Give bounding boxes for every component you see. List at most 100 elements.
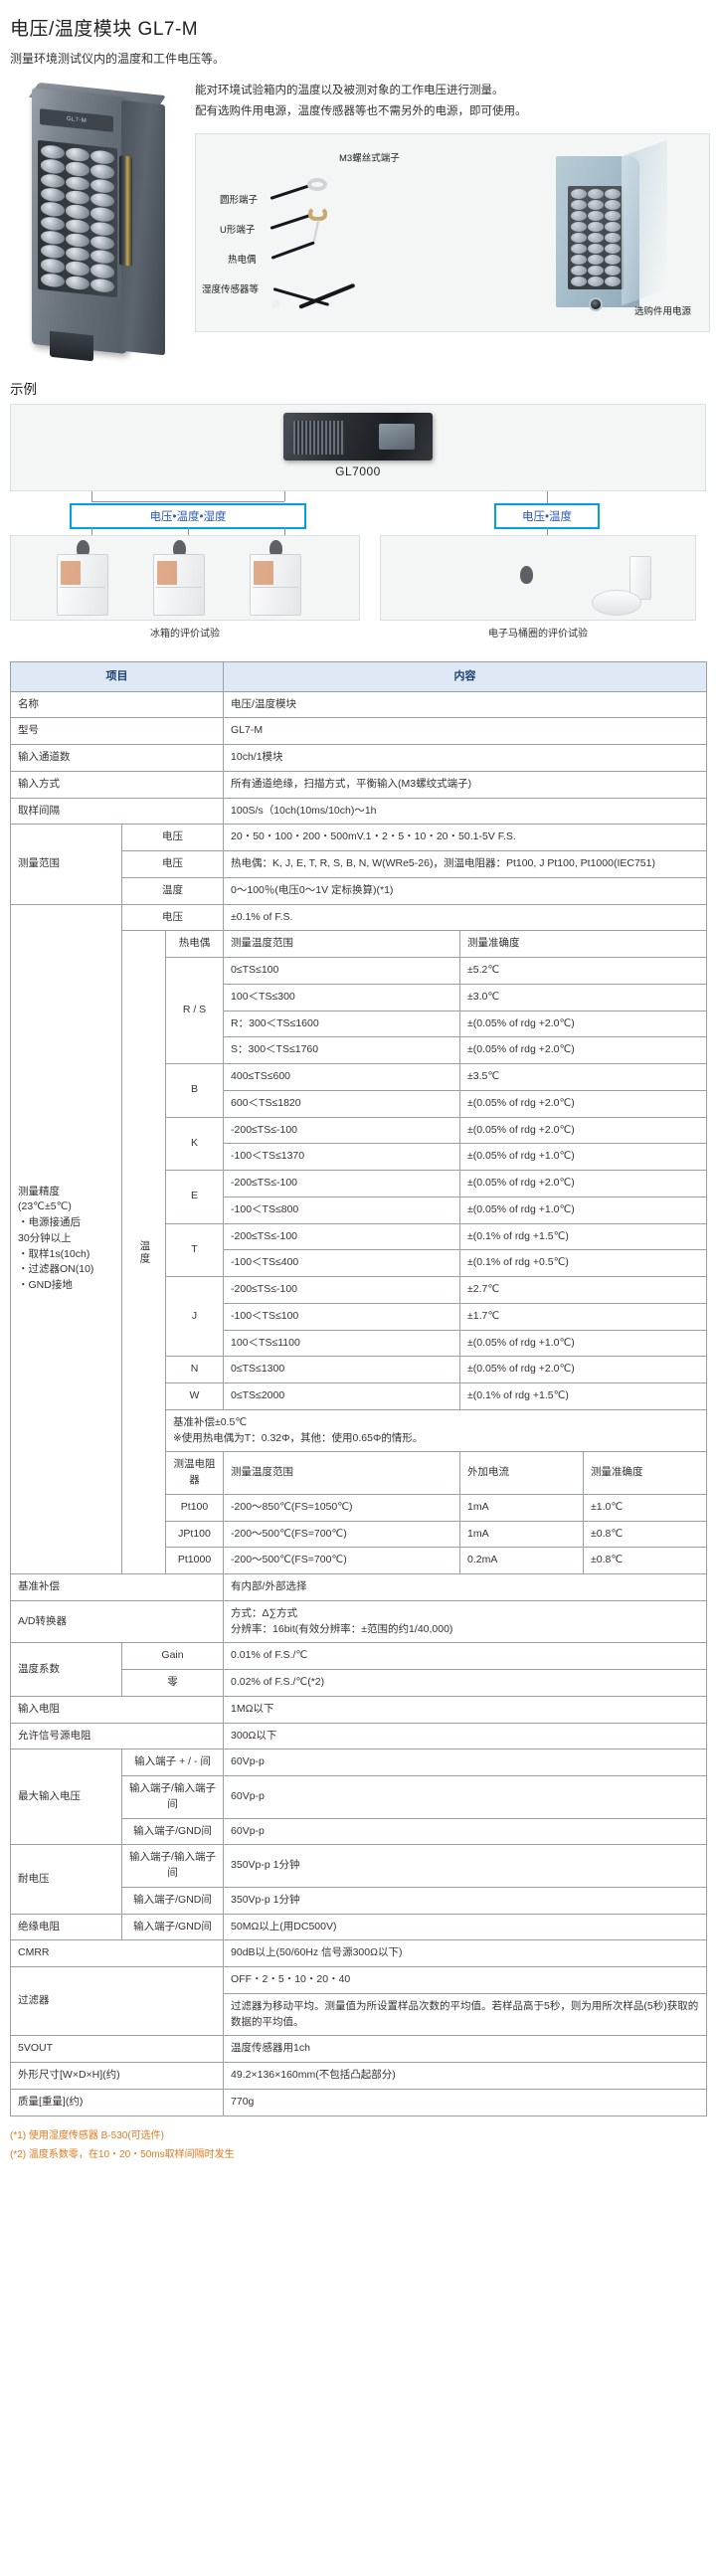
tc-range: -100＜TS≤100 [223, 1302, 461, 1331]
row-label: 输入方式 [9, 770, 225, 799]
row-value: 770g [223, 2088, 708, 2116]
tc-range: -200≤TS≤-100 [223, 1170, 461, 1197]
example-case-refrigerator [10, 535, 360, 621]
connector-line-e [284, 527, 285, 539]
row-label-temp-coeff: 温度系数 [10, 1642, 122, 1697]
gl7000-screen [379, 424, 415, 450]
ring-terminal-lead [269, 183, 311, 200]
table-row: 名称 电压/温度模块 [9, 690, 708, 719]
caption-refrigerator: 冰箱的评价试验 [150, 629, 220, 640]
rtd-acc: ±0.8℃ [583, 1547, 708, 1574]
subrow-label: 电压 [120, 824, 225, 851]
hero-description: 能对环境试验箱内的温度以及被测对象的工作电压进行测量。 配有选购件用电源，温度传… [185, 81, 710, 360]
example-case-toilet-seat [380, 535, 696, 621]
rtd-type: Pt100 [164, 1493, 225, 1522]
page-title: 电压/温度模块 GL7-M [10, 19, 199, 40]
pin-marker-2 [173, 540, 186, 558]
row-label-measuring-range: 测量范围 [10, 824, 122, 905]
module-foot [50, 330, 93, 362]
table-row: -100＜TS≤100 ±1.7℃ [11, 1302, 708, 1331]
table-row: R / S 0≤TS≤100 ±5.2℃ [11, 957, 708, 1064]
table-row: 600＜TS≤1820 ±(0.05% of rdg +2.0℃) [11, 1089, 708, 1118]
rtd-range: -200～500℃(FS=700℃) [223, 1547, 461, 1574]
row-label-filter: 过滤器 [9, 1965, 225, 2037]
table-row: 质量[重量](约) 770g [9, 2088, 708, 2116]
tc-range: 0≤TS≤1300 [223, 1356, 461, 1383]
table-row: -100＜TS≤800 ±(0.05% of rdg +1.0℃) [11, 1196, 708, 1224]
row-label: 5VOUT [9, 2035, 225, 2063]
table-row: 过滤器为移动平均。测量值为所设置样品次数的平均值。若样品高于5秒，则为用所次样品… [11, 1992, 708, 2037]
example-section-title: 示例 [10, 382, 37, 397]
table-row: JPt100 -200～500℃(FS=700℃) 1mA ±0.8℃ [11, 1520, 708, 1549]
subrow-label: 输入端子/输入端子间 [120, 1775, 225, 1819]
subrow-label: 输入端子/GND间 [120, 1886, 225, 1915]
subrow-label: 电压 [120, 850, 225, 878]
subrow-value: 60Vp-p [223, 1748, 708, 1776]
tc-range: S：300＜TS≤1760 [223, 1036, 461, 1064]
pin-marker-1 [77, 540, 90, 558]
table-row: 耐电压 输入端子/输入端子间 350Vp-p 1分钟 [10, 1844, 708, 1915]
row-value: OFF・2・5・10・20・40 [223, 1966, 708, 1994]
module-connector [119, 155, 132, 267]
table-row: 外形尺寸[W×D×H](约) 49.2×136×160mm(不包括凸起部分) [9, 2062, 708, 2090]
table-row: 允许信号源电阻 300Ω以下 [9, 1722, 708, 1750]
connector-line-f [547, 491, 548, 503]
tc-acc: ±(0.05% of rdg +2.0℃) [459, 1010, 708, 1038]
tc-acc: ±(0.1% of rdg +0.5℃) [459, 1249, 708, 1277]
caption-box-right: 电子马桶圈的评价试验 [380, 625, 696, 640]
tc-acc: ±(0.05% of rdg +1.0℃) [459, 1329, 708, 1358]
subrow-value: 20・50・100・200・500mV.1・2・5・10・20・50.1-5V … [223, 824, 708, 851]
rtd-header-accuracy: 测量准确度 [583, 1451, 708, 1495]
temperature-vertical-label: 温度 [121, 930, 166, 1574]
rtd-type: Pt1000 [164, 1547, 225, 1574]
caption-box-left: 冰箱的评价试验 [10, 625, 360, 640]
hero-paragraph-2: 配有选购件用电源，温度传感器等也不需另外的电源，即可使用。 [195, 105, 527, 118]
table-row: 测温电阻器 测量温度范围 外加电流 测量准确度 [11, 1451, 708, 1495]
label-u-terminal: U形端子 [220, 224, 256, 236]
row-label: 质量[重量](约) [9, 2088, 225, 2116]
row-label-accuracy: 测量精度 (23℃±5℃) ・电源接通后 30分钟以上 ・取样1s(10ch) … [10, 903, 122, 1574]
row-value: 10ch/1模块 [223, 744, 708, 772]
row-label: 输入通道数 [9, 744, 225, 772]
thermocouple-wires [312, 219, 320, 242]
subrow-value: 热电偶：K, J, E, T, R, S, B, N, W(WRe5-26)，测… [223, 850, 708, 878]
thermocouple-lead [270, 240, 315, 260]
row-value: 温度传感器用1ch [223, 2035, 708, 2063]
table-row: E -200≤TS≤-100 ±(0.05% of rdg +2.0℃) [11, 1170, 708, 1224]
subrow-value: 350Vp-p 1分钟 [223, 1844, 708, 1888]
subrow-value: 50MΩ以上(用DC500V) [223, 1913, 708, 1941]
rtd-header-type: 测温电阻器 [164, 1451, 225, 1495]
u-terminal-lead [269, 213, 311, 230]
row-value: 49.2×136×160mm(不包括凸起部分) [223, 2062, 708, 2090]
table-row: J -200≤TS≤-100 ±2.7℃ [11, 1275, 708, 1358]
u-terminal-icon [308, 205, 327, 221]
tc-acc: ±3.0℃ [459, 983, 708, 1012]
tc-range: 100＜TS≤300 [223, 983, 461, 1012]
refrigerator-icon-1 [57, 554, 108, 616]
accuracy-line-3: 30分钟以上 [18, 1231, 72, 1244]
row-value: 所有通道绝缘，扫描方式，平衡输入(M3螺纹式端子) [223, 770, 708, 799]
row-value: 有内部/外部选择 [223, 1573, 708, 1601]
illustration-power-jack [589, 296, 603, 311]
connector-line-c [91, 527, 92, 539]
tc-acc: ±(0.05% of rdg +2.0℃) [459, 1356, 708, 1383]
table-row: 输入通道数 10ch/1模块 [9, 744, 708, 772]
page-header: 电压/温度模块 GL7-M 测量环境测试仪内的温度和工件电压等。 [0, 0, 716, 67]
row-label-insulation: 绝缘电阻 [10, 1913, 122, 1941]
module-photo-area: GL7-M [6, 81, 185, 362]
gl7000-unit-image [283, 413, 433, 460]
label-thermocouple: 热电偶 [228, 254, 257, 266]
rtd-current: 1mA [459, 1493, 585, 1522]
tc-acc: ±3.5℃ [459, 1063, 708, 1091]
tc-range: -100＜TS≤400 [223, 1249, 461, 1277]
hero-section: GL7-M 能对环境试验箱内的温度以及被测对象的工作电压进行测量。 配有选购件用… [0, 81, 716, 362]
product-page: 电压/温度模块 GL7-M 测量环境测试仪内的温度和工件电压等。 GL7-M 能… [0, 0, 716, 2182]
tc-type: W [164, 1382, 225, 1410]
accuracy-line-6: ・GND接地 [18, 1279, 73, 1292]
footnote-1: (*1) 使用湿度传感器 B‐530(可选件) [10, 2129, 165, 2141]
row-label: 型号 [9, 717, 225, 745]
tc-range: 0≤TS≤2000 [223, 1382, 461, 1410]
table-row: CMRR 90dB以上(50/60Hz 信号源300Ω以下) [9, 1939, 708, 1967]
table-row: 零 0.02% of F.S./℃(*2) [11, 1669, 708, 1697]
row-label: 外形尺寸[W×D×H](约) [9, 2062, 225, 2090]
